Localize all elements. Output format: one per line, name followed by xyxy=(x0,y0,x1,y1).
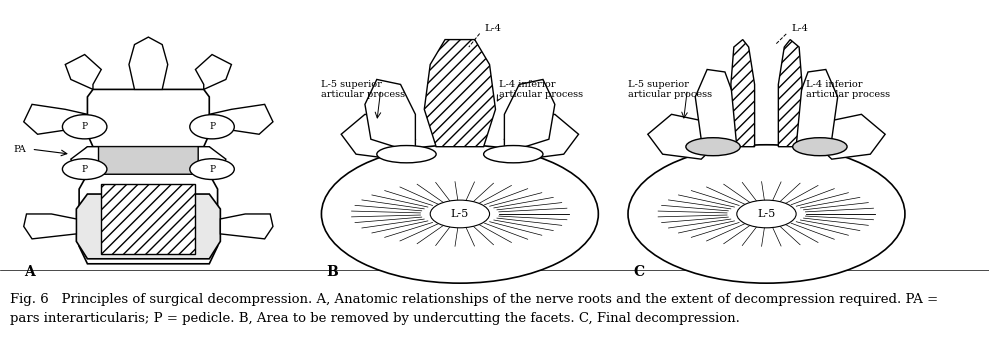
Polygon shape xyxy=(87,89,210,147)
Ellipse shape xyxy=(430,200,490,228)
Polygon shape xyxy=(504,80,555,147)
Polygon shape xyxy=(811,114,885,159)
Text: C: C xyxy=(633,265,644,279)
Text: L-5: L-5 xyxy=(758,209,775,219)
Ellipse shape xyxy=(686,138,740,156)
Polygon shape xyxy=(79,174,218,264)
Polygon shape xyxy=(198,147,225,174)
Polygon shape xyxy=(101,184,196,254)
Ellipse shape xyxy=(190,115,234,139)
Ellipse shape xyxy=(190,159,234,180)
Text: pars interarticularis; P = pedicle. B, Area to be removed by undercutting the fa: pars interarticularis; P = pedicle. B, A… xyxy=(10,312,740,325)
Ellipse shape xyxy=(62,159,107,180)
Polygon shape xyxy=(504,114,579,159)
Polygon shape xyxy=(796,70,838,147)
Ellipse shape xyxy=(62,115,107,139)
Ellipse shape xyxy=(628,145,905,283)
Ellipse shape xyxy=(377,146,436,163)
Text: L-4: L-4 xyxy=(791,24,808,33)
Text: L-4 inferior
articular process: L-4 inferior articular process xyxy=(499,80,584,99)
Polygon shape xyxy=(196,55,231,89)
Text: B: B xyxy=(326,265,338,279)
Text: A: A xyxy=(24,265,35,279)
Text: P: P xyxy=(209,165,215,174)
Text: Fig. 6   Principles of surgical decompression. A, Anatomic relationships of the : Fig. 6 Principles of surgical decompress… xyxy=(10,293,938,306)
Text: L-4: L-4 xyxy=(485,24,501,33)
Polygon shape xyxy=(365,80,415,147)
Polygon shape xyxy=(24,104,87,134)
Text: L-5 superior
articular process: L-5 superior articular process xyxy=(628,80,712,99)
Polygon shape xyxy=(648,114,722,159)
Polygon shape xyxy=(210,104,273,134)
Ellipse shape xyxy=(484,146,543,163)
Polygon shape xyxy=(695,70,737,147)
Polygon shape xyxy=(76,194,221,259)
Polygon shape xyxy=(731,39,755,147)
Polygon shape xyxy=(778,39,802,147)
Polygon shape xyxy=(129,37,168,89)
Polygon shape xyxy=(341,114,415,159)
Text: PA: PA xyxy=(14,145,27,154)
Text: P: P xyxy=(82,122,88,131)
Polygon shape xyxy=(65,55,101,89)
Polygon shape xyxy=(24,214,76,239)
Text: L-4 inferior
articular process: L-4 inferior articular process xyxy=(806,80,890,99)
Polygon shape xyxy=(71,147,99,174)
Ellipse shape xyxy=(737,200,796,228)
Polygon shape xyxy=(424,39,495,147)
Text: P: P xyxy=(209,122,215,131)
Text: P: P xyxy=(82,165,88,174)
Polygon shape xyxy=(221,214,273,239)
Polygon shape xyxy=(82,147,215,174)
Text: L-5: L-5 xyxy=(451,209,469,219)
Text: L-5 superior
articular process: L-5 superior articular process xyxy=(321,80,405,99)
Ellipse shape xyxy=(793,138,847,156)
Ellipse shape xyxy=(321,145,598,283)
